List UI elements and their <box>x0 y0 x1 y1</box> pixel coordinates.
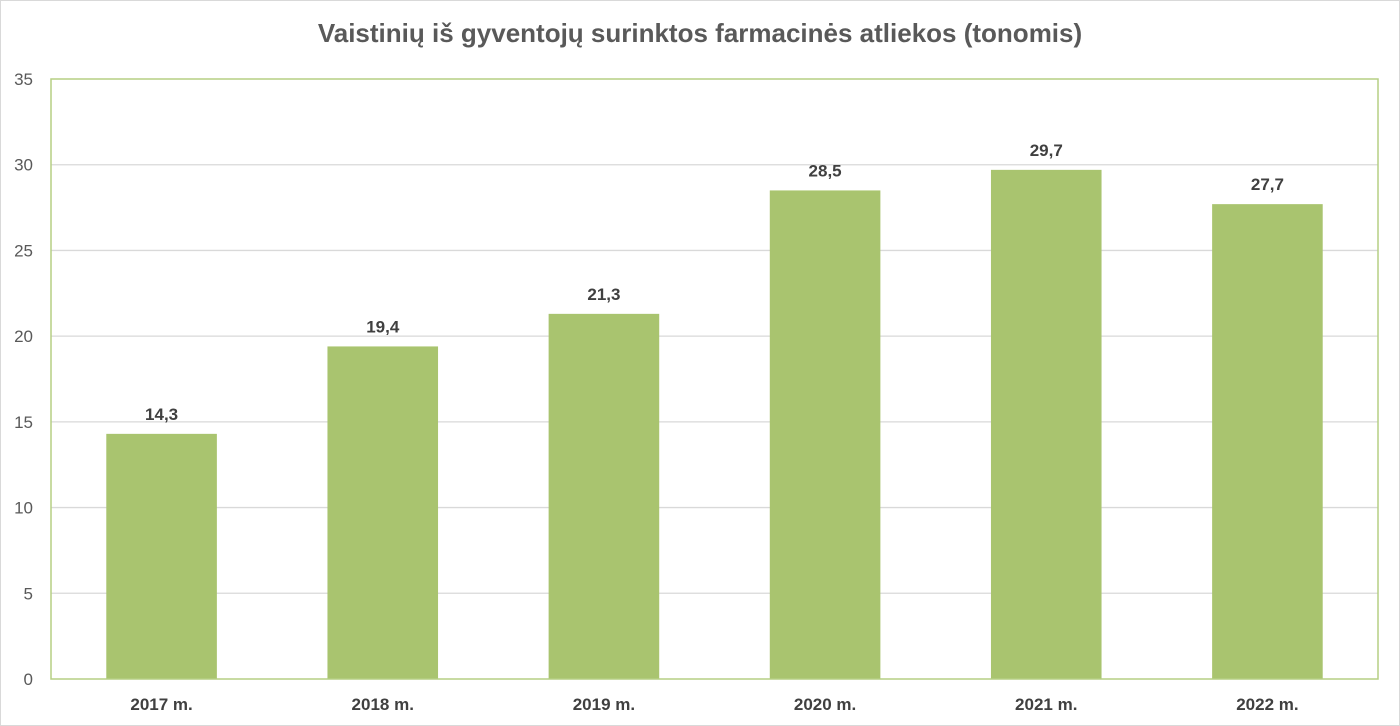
gridlines <box>51 164 1378 594</box>
y-tick-label: 5 <box>24 584 33 603</box>
plot-area-border <box>50 78 1379 680</box>
data-label: 28,5 <box>809 161 842 180</box>
bar <box>990 169 1102 679</box>
x-category-label: 2021 m. <box>1015 695 1077 714</box>
chart-title: Vaistinių iš gyventojų surinktos farmaci… <box>317 18 1083 48</box>
data-label: 29,7 <box>1030 141 1063 160</box>
x-axis-category-labels: 2017 m. 2018 m. 2019 m. 2020 m. 2021 m. 2022 … <box>130 695 1298 714</box>
bar <box>1212 204 1323 679</box>
x-category-label: 2022 m. <box>1236 695 1298 714</box>
y-tick-label: 10 <box>14 499 33 518</box>
y-tick-label: 35 <box>14 70 33 89</box>
bars <box>106 169 1323 679</box>
bar <box>548 313 660 679</box>
x-category-label: 2020 m. <box>794 695 856 714</box>
y-axis-tick-labels: 0 5 10 15 20 25 30 35 <box>14 70 33 689</box>
data-label: 27,7 <box>1251 175 1284 194</box>
y-tick-label: 20 <box>14 327 33 346</box>
x-category-label: 2017 m. <box>130 695 192 714</box>
y-tick-label: 0 <box>24 670 33 689</box>
y-tick-label: 15 <box>14 413 33 432</box>
x-category-label: 2018 m. <box>352 695 414 714</box>
y-tick-label: 25 <box>14 241 33 260</box>
bar <box>769 190 881 679</box>
data-label: 19,4 <box>366 317 400 336</box>
data-label: 14,3 <box>145 405 178 424</box>
x-category-label: 2019 m. <box>573 695 635 714</box>
data-label: 21,3 <box>587 285 620 304</box>
bar <box>106 433 217 679</box>
bar <box>327 346 439 679</box>
data-labels: 14,3 19,4 21,3 28,5 29,7 27,7 <box>145 141 1284 424</box>
y-tick-label: 30 <box>14 156 33 175</box>
